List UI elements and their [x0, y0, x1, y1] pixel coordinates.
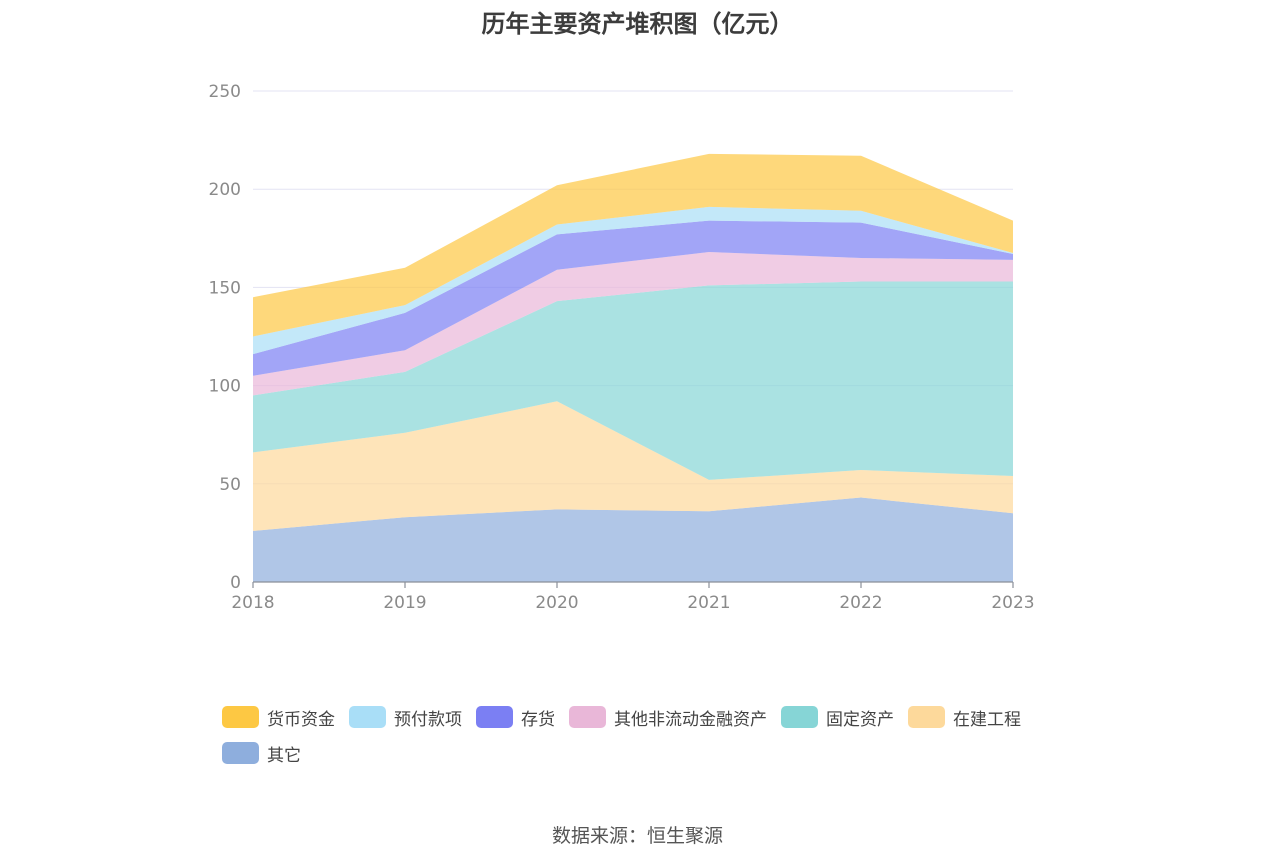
- y-tick-label: 100: [209, 377, 241, 397]
- x-tick-label: 2020: [535, 593, 578, 613]
- legend-item[interactable]: 货币资金: [222, 705, 335, 730]
- legend-swatch: [476, 706, 513, 728]
- legend-label: 存货: [521, 709, 555, 730]
- x-tick-label: 2022: [839, 593, 882, 613]
- x-tick-label: 2019: [383, 593, 426, 613]
- data-source: 数据来源：恒生聚源: [551, 825, 723, 847]
- area-series-3[interactable]: [253, 252, 1013, 396]
- legend-label: 在建工程: [953, 709, 1021, 730]
- area-series-4[interactable]: [253, 220, 1013, 376]
- x-tick-label: 2018: [231, 593, 274, 613]
- legend-swatch: [781, 706, 818, 728]
- legend-swatch: [222, 742, 259, 764]
- legend-label: 预付款项: [394, 709, 462, 730]
- y-tick-label: 250: [209, 82, 241, 102]
- legend-item[interactable]: 存货: [476, 705, 555, 730]
- legend-label: 其他非流动金融资产: [614, 709, 767, 730]
- legend-item[interactable]: 在建工程: [908, 705, 1021, 730]
- y-tick-label: 150: [209, 278, 241, 298]
- legend-item[interactable]: 其它: [222, 741, 301, 766]
- area-series-0[interactable]: [253, 497, 1013, 582]
- legend-swatch: [569, 706, 606, 728]
- x-tick-label: 2023: [991, 593, 1034, 613]
- area-series-6[interactable]: [253, 153, 1013, 337]
- legend-swatch: [349, 706, 386, 728]
- y-tick-label: 200: [209, 180, 241, 200]
- y-tick-label: 0: [230, 573, 241, 593]
- legend-swatch: [908, 706, 945, 728]
- legend-label: 其它: [267, 745, 301, 766]
- area-series-1[interactable]: [253, 401, 1013, 531]
- stacked-area-chart: 2018 2019 2020 2021 2022 2023 0 50 100 150 200 250: [209, 82, 1035, 613]
- legend-item[interactable]: 预付款项: [349, 705, 462, 730]
- area-series-2[interactable]: [253, 281, 1013, 480]
- legend-item[interactable]: 其他非流动金融资产: [569, 705, 767, 730]
- legend-label: 货币资金: [267, 709, 335, 730]
- legend-label: 固定资产: [826, 709, 894, 730]
- chart-legend: 货币资金 预付款项 存货 其他非流动金融资产 固定资产 在建工程其它: [222, 705, 1102, 766]
- legend-item[interactable]: 固定资产: [781, 705, 894, 730]
- legend-swatch: [222, 706, 259, 728]
- chart-title: 历年主要资产堆积图（亿元）: [481, 10, 794, 38]
- x-tick-label: 2021: [687, 593, 730, 613]
- y-tick-label: 50: [219, 475, 241, 495]
